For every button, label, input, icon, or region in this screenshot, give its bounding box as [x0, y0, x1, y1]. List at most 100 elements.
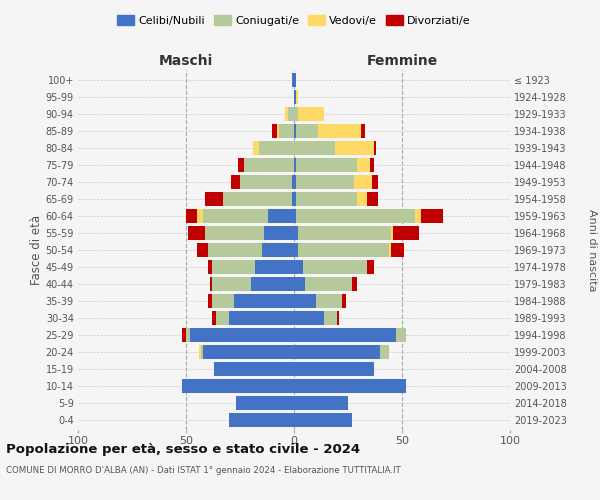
Bar [287, 107, 294, 121]
Bar [268, 209, 294, 223]
Bar [370, 158, 374, 172]
Bar [223, 192, 292, 206]
Bar [294, 90, 296, 104]
Bar [212, 294, 233, 308]
Bar [286, 107, 287, 121]
Bar [262, 243, 294, 257]
Bar [244, 158, 294, 172]
Bar [380, 345, 389, 359]
Bar [294, 73, 296, 87]
Bar [415, 209, 421, 223]
Bar [302, 260, 367, 274]
Bar [294, 158, 296, 172]
Bar [335, 141, 374, 155]
Bar [199, 345, 201, 359]
Bar [294, 141, 335, 155]
Bar [294, 107, 298, 121]
Bar [238, 158, 244, 172]
Bar [259, 141, 294, 155]
Bar [208, 260, 212, 274]
Bar [324, 311, 337, 325]
Bar [367, 192, 378, 206]
Bar [391, 243, 404, 257]
Bar [296, 124, 318, 138]
Bar [294, 294, 316, 308]
Bar [296, 158, 356, 172]
Bar [296, 175, 355, 189]
Bar [272, 124, 277, 138]
Bar [186, 209, 197, 223]
Bar [205, 192, 223, 206]
Bar [216, 311, 229, 325]
Bar [203, 345, 294, 359]
Bar [292, 73, 294, 87]
Bar [190, 328, 294, 342]
Bar [208, 294, 212, 308]
Bar [201, 345, 203, 359]
Bar [253, 141, 259, 155]
Bar [298, 243, 389, 257]
Bar [292, 175, 294, 189]
Bar [356, 158, 370, 172]
Bar [294, 192, 296, 206]
Bar [389, 243, 391, 257]
Bar [294, 175, 296, 189]
Text: COMUNE DI MORRO D'ALBA (AN) - Dati ISTAT 1° gennaio 2024 - Elaborazione TUTTITAL: COMUNE DI MORRO D'ALBA (AN) - Dati ISTAT… [6, 466, 401, 475]
Bar [186, 328, 190, 342]
Bar [305, 277, 352, 291]
Bar [298, 226, 391, 240]
Text: Popolazione per età, sesso e stato civile - 2024: Popolazione per età, sesso e stato civil… [6, 442, 360, 456]
Bar [294, 396, 348, 410]
Bar [341, 294, 346, 308]
Bar [214, 362, 294, 376]
Bar [337, 311, 340, 325]
Legend: Celibi/Nubili, Coniugati/e, Vedovi/e, Divorziati/e: Celibi/Nubili, Coniugati/e, Vedovi/e, Di… [113, 11, 475, 30]
Bar [296, 90, 298, 104]
Y-axis label: Fasce di età: Fasce di età [29, 215, 43, 285]
Bar [294, 328, 395, 342]
Bar [421, 209, 443, 223]
Bar [294, 362, 374, 376]
Bar [361, 124, 365, 138]
Bar [298, 107, 324, 121]
Bar [205, 226, 264, 240]
Bar [279, 124, 294, 138]
Bar [294, 260, 302, 274]
Bar [236, 396, 294, 410]
Bar [352, 277, 356, 291]
Bar [229, 413, 294, 427]
Text: Anni di nascita: Anni di nascita [587, 209, 597, 291]
Bar [294, 311, 324, 325]
Bar [208, 243, 262, 257]
Bar [356, 192, 367, 206]
Bar [318, 124, 361, 138]
Bar [277, 124, 279, 138]
Bar [294, 413, 352, 427]
Bar [355, 175, 372, 189]
Text: Maschi: Maschi [159, 54, 213, 68]
Bar [294, 226, 298, 240]
Bar [255, 260, 294, 274]
Bar [240, 175, 292, 189]
Bar [294, 209, 296, 223]
Bar [294, 345, 380, 359]
Bar [372, 175, 378, 189]
Bar [233, 294, 294, 308]
Bar [292, 192, 294, 206]
Bar [394, 226, 419, 240]
Bar [210, 277, 212, 291]
Bar [296, 192, 356, 206]
Bar [395, 328, 406, 342]
Bar [251, 277, 294, 291]
Bar [188, 226, 205, 240]
Bar [182, 379, 294, 393]
Bar [374, 141, 376, 155]
Bar [229, 311, 294, 325]
Bar [182, 328, 186, 342]
Text: Femmine: Femmine [367, 54, 437, 68]
Bar [232, 175, 240, 189]
Bar [367, 260, 374, 274]
Bar [212, 260, 255, 274]
Bar [212, 311, 216, 325]
Bar [197, 209, 203, 223]
